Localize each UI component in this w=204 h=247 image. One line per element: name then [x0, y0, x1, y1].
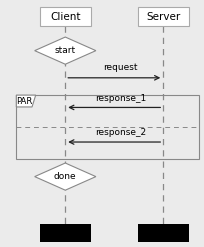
Polygon shape	[16, 95, 36, 107]
Text: request: request	[103, 63, 138, 72]
Text: Server: Server	[146, 12, 180, 22]
Text: start: start	[55, 46, 76, 55]
Text: response_2: response_2	[95, 128, 146, 137]
Polygon shape	[35, 163, 96, 190]
Text: response_1: response_1	[95, 94, 146, 103]
Text: done: done	[54, 172, 76, 181]
Bar	[40, 224, 91, 242]
Bar	[138, 224, 189, 242]
Bar	[40, 7, 91, 26]
Polygon shape	[35, 37, 96, 64]
Bar	[138, 7, 189, 26]
Bar	[16, 95, 199, 159]
Text: PAR: PAR	[16, 97, 32, 105]
Text: Client: Client	[50, 12, 81, 22]
